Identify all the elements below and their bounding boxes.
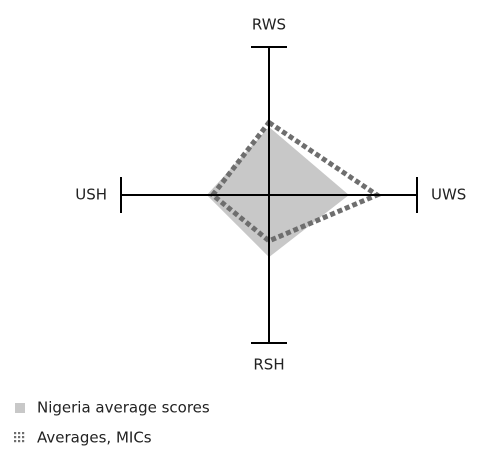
legend-swatch-dot: [22, 440, 25, 443]
legend-swatch: [15, 403, 25, 413]
legend-label: Nigeria average scores: [37, 399, 210, 417]
legend-swatch-dot: [18, 436, 21, 439]
legend-swatch-dot: [22, 436, 25, 439]
series-area: [206, 126, 349, 258]
legend-swatch-dot: [14, 440, 17, 443]
legend-swatch-dot: [14, 432, 17, 435]
legend-swatch-dot: [18, 440, 21, 443]
axis-label: USH: [75, 186, 107, 204]
axis-label: RWS: [252, 16, 286, 34]
legend-label: Averages, MICs: [37, 429, 152, 447]
legend-swatch-dot: [14, 436, 17, 439]
axis-label: RSH: [253, 356, 284, 374]
legend-swatch-dot: [18, 432, 21, 435]
axis-label: UWS: [431, 186, 466, 204]
legend-swatch-dot: [22, 432, 25, 435]
